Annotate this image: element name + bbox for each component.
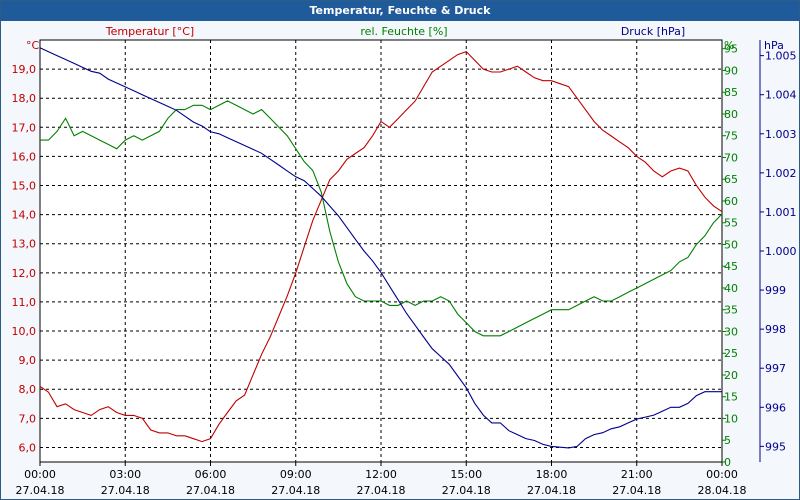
humidity-tick-label: 95 xyxy=(724,43,738,56)
pressure-tick-label: 997 xyxy=(765,362,786,375)
x-axis: 00:00 27.04.18 03:00 27.04.18 06:00 27.04.18 0… xyxy=(16,462,747,497)
humidity-unit-label: % xyxy=(724,39,734,52)
temperature-tick-label: 16,0 xyxy=(12,150,37,163)
pressure-tick-label: 1.001 xyxy=(765,206,797,219)
x-tick-time-label: 00:00 xyxy=(24,468,56,481)
humidity-tick-label: 50 xyxy=(724,238,738,251)
humidity-tick-label: 55 xyxy=(724,217,738,230)
humidity-axis-title: rel. Feuchte [%] xyxy=(360,25,447,38)
x-tick-time-label: 06:00 xyxy=(195,468,227,481)
temperature-tick-label: 7,0 xyxy=(19,412,37,425)
humidity-tick-label: 35 xyxy=(724,304,738,317)
pressure-unit-label: hPa xyxy=(764,39,784,52)
temperature-unit-label: °C xyxy=(26,39,40,52)
humidity-tick-label: 75 xyxy=(724,130,738,143)
temperature-tick-label: 6,0 xyxy=(19,441,37,454)
pressure-tick-label: 1.004 xyxy=(765,89,797,102)
x-tick-time-label: 21:00 xyxy=(621,468,653,481)
humidity-axis: 0 5 10 15 20 25 30 35 40 45 50 55 60 65 70 75 80 85 90 95 xyxy=(722,43,738,469)
humidity-tick-label: 40 xyxy=(724,282,738,295)
x-tick-date-label: 27.04.18 xyxy=(357,484,406,497)
humidity-tick-label: 30 xyxy=(724,325,738,338)
x-tick-date-label: 27.04.18 xyxy=(101,484,150,497)
temperature-tick-label: 14,0 xyxy=(12,209,37,222)
pressure-axis: 995 996 997 998 999 1.000 1.001 1.002 1.003 1.004… xyxy=(759,40,797,462)
humidity-tick-label: 60 xyxy=(724,195,738,208)
humidity-tick-label: 15 xyxy=(724,391,738,404)
pressure-axis-title: Druck [hPa] xyxy=(621,25,685,38)
humidity-tick-label: 0 xyxy=(724,456,731,469)
pressure-tick-label: 996 xyxy=(765,401,786,414)
x-tick-time-label: 09:00 xyxy=(280,468,312,481)
x-tick-time-label: 12:00 xyxy=(365,468,397,481)
temperature-tick-label: 9,0 xyxy=(19,354,37,367)
x-tick-date-label: 27.04.18 xyxy=(442,484,491,497)
humidity-tick-label: 20 xyxy=(724,369,738,382)
x-tick-time-label: 18:00 xyxy=(536,468,568,481)
pressure-tick-label: 1.000 xyxy=(765,245,797,258)
pressure-tick-label: 1.002 xyxy=(765,167,797,180)
pressure-tick-label: 995 xyxy=(765,440,786,453)
humidity-tick-label: 65 xyxy=(724,173,738,186)
humidity-tick-label: 10 xyxy=(724,412,738,425)
x-tick-date-label: 27.04.18 xyxy=(527,484,576,497)
pressure-tick-label: 1.005 xyxy=(765,50,797,63)
temperature-axis: 6,0 7,0 8,0 9,0 10,0 11,0 12,0 13,0 14,0 15,0 16,0… xyxy=(12,63,37,454)
grid-lines xyxy=(40,40,722,462)
temperature-tick-label: 18,0 xyxy=(12,92,37,105)
humidity-tick-label: 25 xyxy=(724,347,738,360)
temperature-tick-label: 10,0 xyxy=(12,325,37,338)
humidity-tick-label: 5 xyxy=(724,434,731,447)
x-tick-date-label: 28.04.18 xyxy=(698,484,747,497)
humidity-tick-label: 85 xyxy=(724,86,738,99)
temperature-axis-title: Temperatur [°C] xyxy=(105,25,194,38)
temperature-tick-label: 11,0 xyxy=(12,296,37,309)
temperature-tick-label: 19,0 xyxy=(12,63,37,76)
series-layer xyxy=(39,47,723,449)
x-tick-date-label: 27.04.18 xyxy=(186,484,235,497)
pressure-tick-label: 999 xyxy=(765,284,786,297)
x-tick-time-label: 03:00 xyxy=(109,468,141,481)
temperature-tick-label: 15,0 xyxy=(12,180,37,193)
temperature-tick-label: 12,0 xyxy=(12,267,37,280)
humidity-tick-label: 70 xyxy=(724,151,738,164)
humidity-tick-label: 45 xyxy=(724,260,738,273)
x-tick-time-label: 15:00 xyxy=(450,468,482,481)
temperature-line xyxy=(39,50,723,443)
x-tick-date-label: 27.04.18 xyxy=(271,484,320,497)
humidity-tick-label: 90 xyxy=(724,64,738,77)
pressure-tick-label: 998 xyxy=(765,323,786,336)
temperature-tick-label: 8,0 xyxy=(19,383,37,396)
window-title: Temperatur, Feuchte & Druck xyxy=(1,1,799,21)
x-tick-date-label: 27.04.18 xyxy=(16,484,65,497)
x-tick-date-label: 27.04.18 xyxy=(612,484,661,497)
x-tick-time-label: 00:00 xyxy=(706,468,738,481)
humidity-tick-label: 80 xyxy=(724,108,738,121)
pressure-line xyxy=(39,47,722,449)
humidity-line xyxy=(40,100,723,337)
temperature-tick-label: 17,0 xyxy=(12,121,37,134)
pressure-tick-label: 1.003 xyxy=(765,128,797,141)
temperature-tick-label: 13,0 xyxy=(12,238,37,251)
